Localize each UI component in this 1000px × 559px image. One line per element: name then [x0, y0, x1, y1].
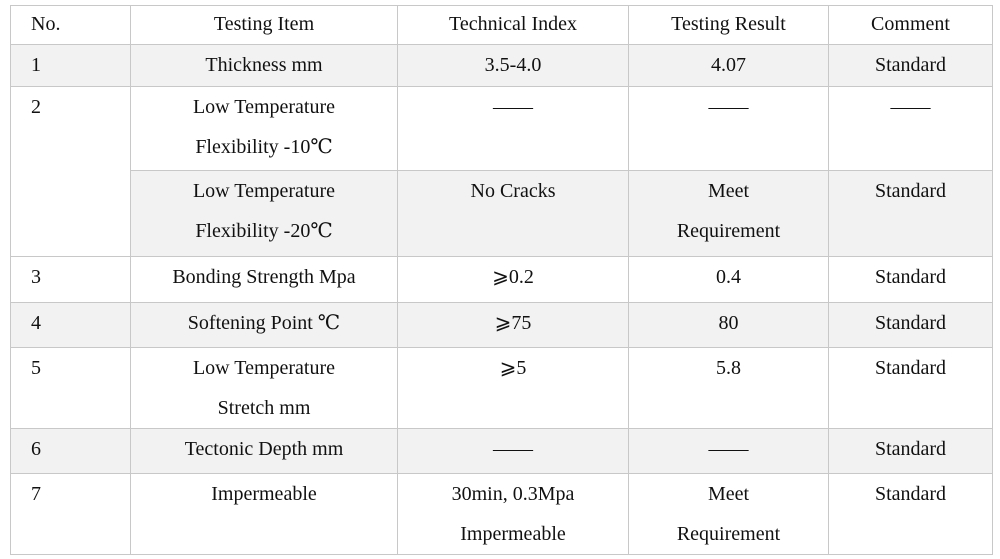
cell: 80: [628, 302, 829, 348]
cell: ——: [628, 428, 829, 474]
header-cell: Technical Index: [397, 5, 629, 45]
cell: Meet Requirement: [628, 170, 829, 257]
cell: Standard: [828, 256, 993, 303]
row: 2 Low Temperature Flexibility -10℃ —— ——…: [10, 86, 993, 257]
cell: 0.4: [628, 256, 829, 303]
cell: 1: [10, 44, 131, 87]
cell: Impermeable: [130, 473, 398, 555]
test-table: No. Testing Item Technical Index Testing…: [10, 5, 993, 555]
cell: Meet Requirement: [628, 473, 829, 555]
cell: 3.5-4.0: [397, 44, 629, 87]
cell: 4: [10, 302, 131, 348]
cell: 5: [10, 347, 131, 429]
row: 5 Low Temperature Stretch mm ⩾5 5.8 Stan…: [10, 347, 993, 429]
cell: 5.8: [628, 347, 829, 429]
cell: ——: [397, 86, 629, 171]
cell: No Cracks: [397, 170, 629, 257]
cell: Standard: [828, 428, 993, 474]
cell: ——: [397, 428, 629, 474]
header-cell: No.: [10, 5, 131, 45]
cell: Thickness mm: [130, 44, 398, 87]
cell: Low Temperature Flexibility -10℃: [130, 86, 398, 171]
cell: Standard: [828, 347, 993, 429]
cell: Tectonic Depth mm: [130, 428, 398, 474]
row: 4 Softening Point ℃ ⩾75 80 Standard: [10, 302, 993, 348]
cell: 4.07: [628, 44, 829, 87]
cell: 6: [10, 428, 131, 474]
cell: Bonding Strength Mpa: [130, 256, 398, 303]
cell: ⩾0.2: [397, 256, 629, 303]
cell: Low Temperature Stretch mm: [130, 347, 398, 429]
cell: 30min, 0.3Mpa Impermeable: [397, 473, 629, 555]
cell: Standard: [828, 44, 993, 87]
row: 7 Impermeable 30min, 0.3Mpa Impermeable …: [10, 473, 993, 555]
header-cell: Testing Result: [628, 5, 829, 45]
cell: ⩾75: [397, 302, 629, 348]
header-row: No. Testing Item Technical Index Testing…: [10, 5, 993, 45]
cell: 2: [10, 86, 131, 257]
header-cell: Testing Item: [130, 5, 398, 45]
row: Low Temperature Flexibility -20℃ No Crac…: [11, 170, 993, 257]
row: 1 Thickness mm 3.5-4.0 4.07 Standard: [10, 44, 993, 87]
cell: 7: [10, 473, 131, 555]
cell: 3: [10, 256, 131, 303]
cell: ——: [828, 86, 993, 171]
cell: Softening Point ℃: [130, 302, 398, 348]
cell: Standard: [828, 473, 993, 555]
cell: Low Temperature Flexibility -20℃: [130, 170, 398, 257]
cell: ⩾5: [397, 347, 629, 429]
row: 3 Bonding Strength Mpa ⩾0.2 0.4 Standard: [10, 256, 993, 303]
cell: Standard: [828, 302, 993, 348]
header-cell: Comment: [828, 5, 993, 45]
cell: Standard: [828, 170, 993, 257]
row: 6 Tectonic Depth mm —— —— Standard: [10, 428, 993, 474]
cell: ——: [628, 86, 829, 171]
